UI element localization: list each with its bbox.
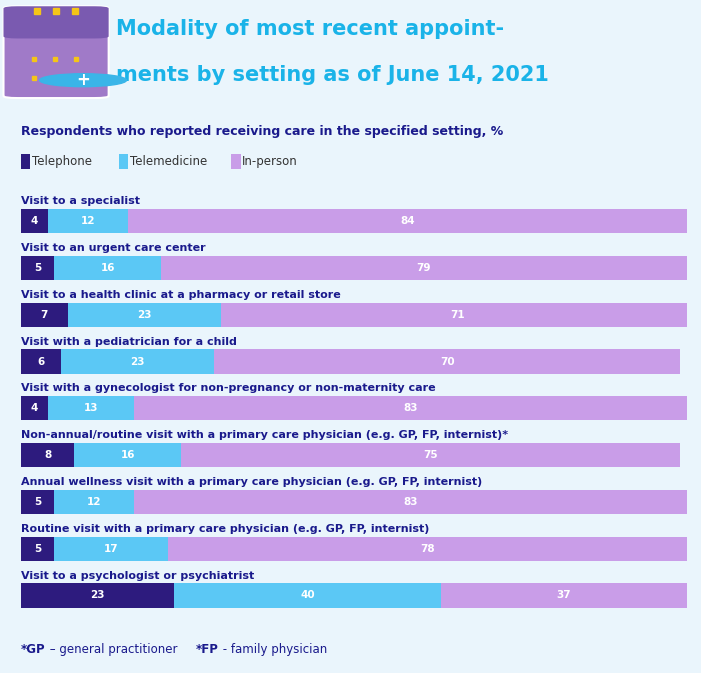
Text: 40: 40 xyxy=(300,590,315,600)
Bar xyxy=(21,349,61,374)
Text: Visit with a gynecologist for non-pregnancy or non-maternity care: Visit with a gynecologist for non-pregna… xyxy=(21,384,435,393)
Bar xyxy=(18,8,95,36)
Text: 37: 37 xyxy=(557,590,571,600)
Text: 5: 5 xyxy=(34,544,41,554)
Text: Telephone: Telephone xyxy=(32,155,92,168)
Text: 71: 71 xyxy=(450,310,465,320)
Text: 75: 75 xyxy=(423,450,438,460)
Bar xyxy=(128,209,687,234)
Bar xyxy=(135,396,687,421)
Text: 23: 23 xyxy=(137,310,151,320)
Text: 5: 5 xyxy=(34,497,41,507)
Bar xyxy=(48,396,135,421)
Text: 5: 5 xyxy=(34,263,41,273)
Bar xyxy=(21,396,48,421)
Text: Visit to a specialist: Visit to a specialist xyxy=(21,197,140,206)
Bar xyxy=(21,443,74,467)
Text: Visit to a health clinic at a pharmacy or retail store: Visit to a health clinic at a pharmacy o… xyxy=(21,290,341,299)
Bar xyxy=(161,256,687,280)
Text: 70: 70 xyxy=(440,357,454,367)
Bar xyxy=(215,349,680,374)
Text: 8: 8 xyxy=(44,450,51,460)
Text: 78: 78 xyxy=(420,544,435,554)
Bar xyxy=(135,490,687,514)
Text: 16: 16 xyxy=(121,450,135,460)
Bar xyxy=(21,536,55,561)
Circle shape xyxy=(40,74,126,87)
Text: 84: 84 xyxy=(400,216,414,226)
Text: 13: 13 xyxy=(83,403,98,413)
Bar xyxy=(21,256,55,280)
Text: 7: 7 xyxy=(41,310,48,320)
Bar xyxy=(221,303,694,327)
Bar xyxy=(441,583,687,608)
Text: Routine visit with a primary care physician (e.g. GP, FP, internist): Routine visit with a primary care physic… xyxy=(21,524,430,534)
Text: 83: 83 xyxy=(403,403,418,413)
FancyBboxPatch shape xyxy=(4,6,109,38)
Text: Visit to a psychologist or psychiatrist: Visit to a psychologist or psychiatrist xyxy=(21,571,254,581)
Text: Respondents who reported receiving care in the specified setting, %: Respondents who reported receiving care … xyxy=(21,125,503,137)
Bar xyxy=(55,490,135,514)
Text: 12: 12 xyxy=(87,497,102,507)
Text: *GP: *GP xyxy=(21,643,46,656)
Bar xyxy=(67,303,221,327)
Text: Modality of most recent appoint-: Modality of most recent appoint- xyxy=(116,20,504,39)
Text: - family physician: - family physician xyxy=(219,643,327,656)
Text: 16: 16 xyxy=(100,263,115,273)
Bar xyxy=(55,536,168,561)
Bar xyxy=(74,443,181,467)
Bar xyxy=(21,583,175,608)
Bar xyxy=(21,490,55,514)
Bar xyxy=(168,536,687,561)
Text: 17: 17 xyxy=(104,544,118,554)
Bar xyxy=(175,583,441,608)
Text: In-person: In-person xyxy=(242,155,298,168)
Text: Visit with a pediatrician for a child: Visit with a pediatrician for a child xyxy=(21,336,237,347)
Text: 83: 83 xyxy=(403,497,418,507)
Text: 12: 12 xyxy=(81,216,95,226)
Text: 23: 23 xyxy=(90,590,105,600)
Text: Visit to an urgent care center: Visit to an urgent care center xyxy=(21,243,205,253)
Text: *FP: *FP xyxy=(196,643,219,656)
Bar xyxy=(21,303,67,327)
Text: 79: 79 xyxy=(416,263,431,273)
Text: +: + xyxy=(76,71,90,90)
Text: 6: 6 xyxy=(37,357,45,367)
Bar xyxy=(21,209,48,234)
Bar xyxy=(181,443,680,467)
FancyBboxPatch shape xyxy=(4,6,109,98)
Bar xyxy=(55,256,161,280)
Text: Annual wellness visit with a primary care physician (e.g. GP, FP, internist): Annual wellness visit with a primary car… xyxy=(21,477,482,487)
Text: – general practitioner: – general practitioner xyxy=(46,643,196,656)
Bar xyxy=(48,209,128,234)
Text: ments by setting as of June 14, 2021: ments by setting as of June 14, 2021 xyxy=(116,65,549,85)
Text: 4: 4 xyxy=(31,403,38,413)
Text: 23: 23 xyxy=(130,357,145,367)
Bar xyxy=(61,349,215,374)
Text: Non-annual/routine visit with a primary care physician (e.g. GP, FP, internist)*: Non-annual/routine visit with a primary … xyxy=(21,430,508,440)
Text: 4: 4 xyxy=(31,216,38,226)
Text: Telemedicine: Telemedicine xyxy=(130,155,207,168)
